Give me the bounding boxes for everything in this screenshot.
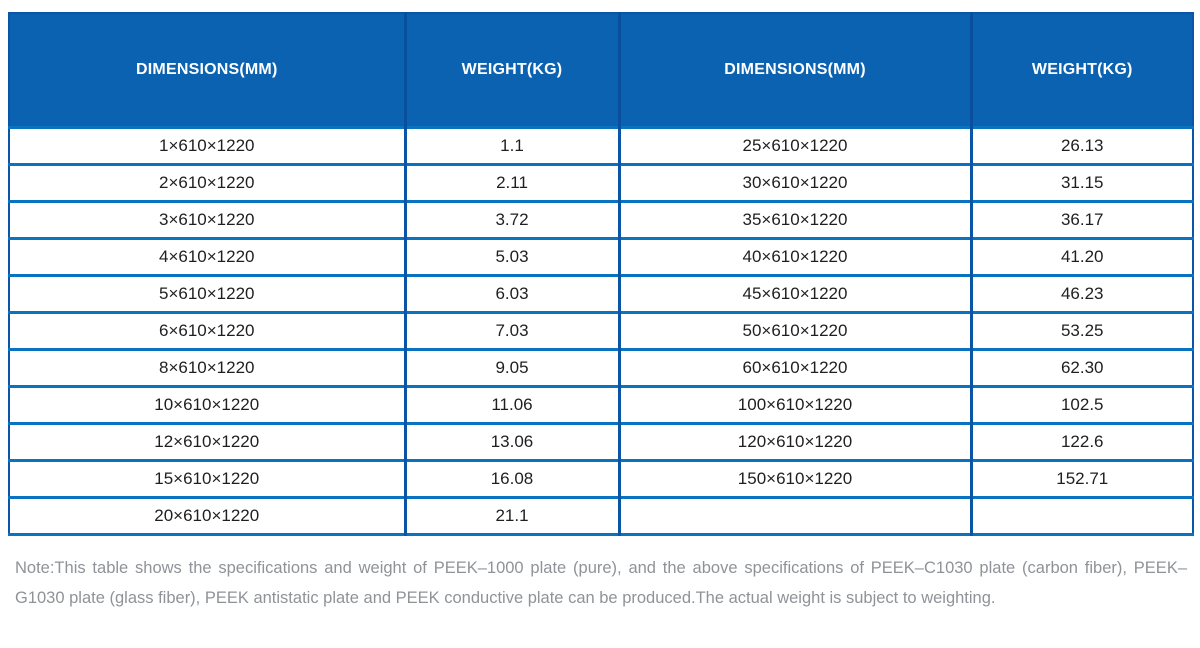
dimensions-cell: 120×610×1220 [617,421,971,460]
weight-cell: 36.17 [969,199,1193,238]
header-dimensions-right: DIMENSIONS(MM) [617,13,971,127]
weight-cell: 41.20 [969,236,1193,275]
dimensions-cell: 2×610×1220 [9,162,405,201]
table-row: 20×610×1220 21.1 [9,495,1193,534]
dimensions-cell: 1×610×1220 [9,125,405,164]
dimensions-cell: 150×610×1220 [617,458,971,497]
dimensions-cell: 10×610×1220 [9,384,405,423]
weight-cell: 152.71 [969,458,1193,497]
weight-cell: 53.25 [969,310,1193,349]
table-row: 15×610×1220 16.08 150×610×1220 152.71 [9,458,1193,497]
table-row: 5×610×1220 6.03 45×610×1220 46.23 [9,273,1193,312]
weight-cell: 13.06 [403,421,619,460]
dimensions-cell: 3×610×1220 [9,199,405,238]
weight-cell: 3.72 [403,199,619,238]
spec-table-body: 1×610×1220 1.1 25×610×1220 26.13 2×610×1220 2… [9,125,1193,534]
weight-cell: 21.1 [403,495,619,534]
dimensions-cell [617,495,971,534]
dimensions-cell: 35×610×1220 [617,199,971,238]
weight-cell: 1.1 [403,125,619,164]
dimensions-cell: 4×610×1220 [9,236,405,275]
weight-cell: 9.05 [403,347,619,386]
weight-cell: 26.13 [969,125,1193,164]
header-dimensions-left: DIMENSIONS(MM) [9,13,405,127]
dimensions-cell: 30×610×1220 [617,162,971,201]
spec-table-header: DIMENSIONS(MM) WEIGHT(KG) DIMENSIONS(MM)… [9,13,1193,127]
table-row: 3×610×1220 3.72 35×610×1220 36.17 [9,199,1193,238]
table-row: 2×610×1220 2.11 30×610×1220 31.15 [9,162,1193,201]
table-row: 4×610×1220 5.03 40×610×1220 41.20 [9,236,1193,275]
header-weight-left: WEIGHT(KG) [403,13,619,127]
weight-cell: 122.6 [969,421,1193,460]
weight-cell: 46.23 [969,273,1193,312]
weight-cell: 6.03 [403,273,619,312]
dimensions-cell: 100×610×1220 [617,384,971,423]
dimensions-cell: 6×610×1220 [9,310,405,349]
dimensions-cell: 60×610×1220 [617,347,971,386]
weight-cell: 102.5 [969,384,1193,423]
dimensions-cell: 5×610×1220 [9,273,405,312]
spec-table: DIMENSIONS(MM) WEIGHT(KG) DIMENSIONS(MM)… [8,12,1194,536]
weight-cell: 31.15 [969,162,1193,201]
dimensions-cell: 20×610×1220 [9,495,405,534]
table-row: 10×610×1220 11.06 100×610×1220 102.5 [9,384,1193,423]
note-text: Note:This table shows the specifications… [15,558,1187,608]
header-row: DIMENSIONS(MM) WEIGHT(KG) DIMENSIONS(MM)… [9,13,1193,127]
dimensions-cell: 12×610×1220 [9,421,405,460]
weight-cell: 2.11 [403,162,619,201]
dimensions-cell: 50×610×1220 [617,310,971,349]
dimensions-cell: 40×610×1220 [617,236,971,275]
header-weight-right: WEIGHT(KG) [969,13,1193,127]
weight-cell: 7.03 [403,310,619,349]
weight-cell: 5.03 [403,236,619,275]
dimensions-cell: 8×610×1220 [9,347,405,386]
table-row: 6×610×1220 7.03 50×610×1220 53.25 [9,310,1193,349]
weight-cell: 62.30 [969,347,1193,386]
weight-cell: 11.06 [403,384,619,423]
dimensions-cell: 45×610×1220 [617,273,971,312]
table-row: 12×610×1220 13.06 120×610×1220 122.6 [9,421,1193,460]
dimensions-cell: 15×610×1220 [9,458,405,497]
weight-cell [969,495,1193,534]
table-row: 1×610×1220 1.1 25×610×1220 26.13 [9,125,1193,164]
table-row: 8×610×1220 9.05 60×610×1220 62.30 [9,347,1193,386]
weight-cell: 16.08 [403,458,619,497]
dimensions-cell: 25×610×1220 [617,125,971,164]
